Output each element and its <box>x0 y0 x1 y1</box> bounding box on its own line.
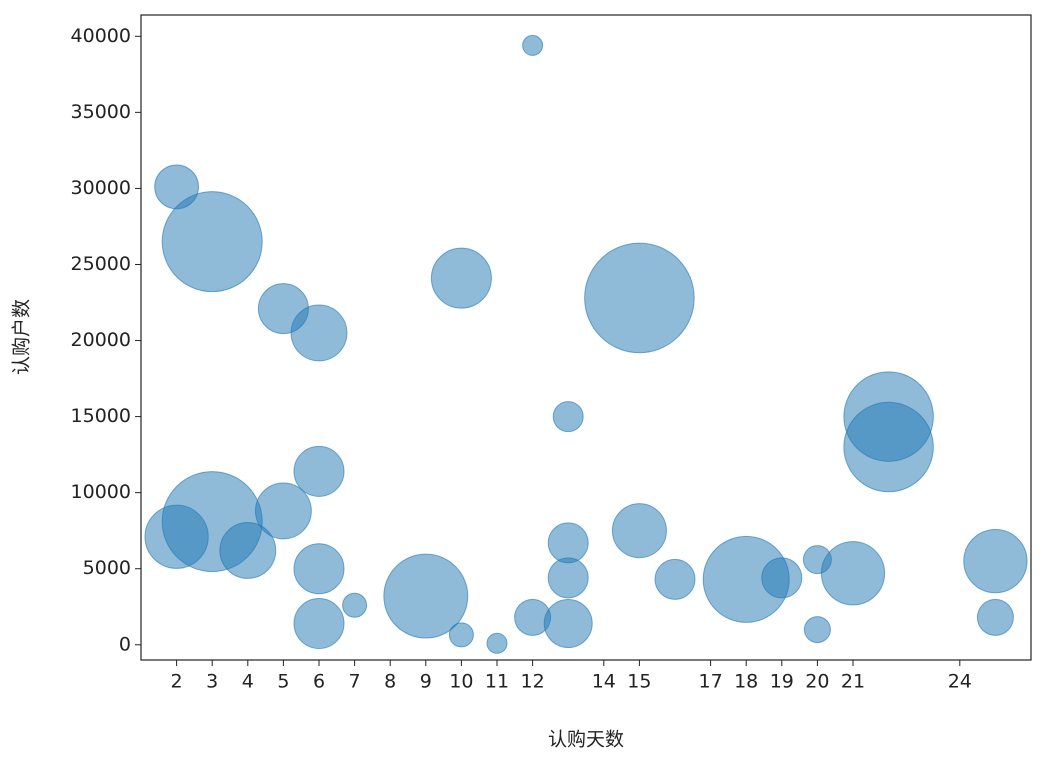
bubble <box>611 503 667 559</box>
x-tick-label: 18 <box>734 671 758 693</box>
bubble <box>654 558 696 600</box>
x-tick-label: 3 <box>206 671 218 693</box>
x-tick-label: 19 <box>770 671 794 693</box>
bubble <box>293 543 345 595</box>
bubble <box>552 401 584 433</box>
x-tick-label: 6 <box>313 671 325 693</box>
bubble <box>383 553 469 639</box>
y-tick-label: 10000 <box>71 481 131 503</box>
bubble <box>254 482 312 540</box>
x-tick-label: 17 <box>699 671 723 693</box>
bubble <box>161 191 263 293</box>
plot-frame <box>140 14 1032 661</box>
y-tick-label: 25000 <box>71 253 131 275</box>
bubble <box>547 522 589 564</box>
y-tick-label: 5000 <box>83 557 131 579</box>
y-tick-label: 40000 <box>71 25 131 47</box>
bubble <box>976 598 1014 636</box>
y-axis-label: 认购户数 <box>11 299 33 375</box>
y-tick-label: 0 <box>119 633 131 655</box>
y-tick-label: 15000 <box>71 405 131 427</box>
bubble <box>820 541 886 606</box>
x-tick-label: 12 <box>521 671 545 693</box>
x-tick-label: 20 <box>805 671 829 693</box>
x-tick-label: 5 <box>277 671 289 693</box>
x-tick-label: 15 <box>627 671 651 693</box>
x-tick-label: 11 <box>485 671 509 693</box>
bubble <box>543 598 593 648</box>
x-tick-label: 21 <box>841 671 865 693</box>
x-tick-label: 24 <box>948 671 972 693</box>
bubble <box>547 557 589 599</box>
x-tick-label: 10 <box>449 671 473 693</box>
x-axis-label: 认购天数 <box>548 729 624 751</box>
x-tick-label: 4 <box>242 671 254 693</box>
bubble <box>803 616 831 644</box>
bubble <box>293 597 345 649</box>
x-tick-label: 7 <box>349 671 361 693</box>
bubble <box>843 401 934 493</box>
bubble <box>430 247 492 309</box>
bubble <box>290 304 348 362</box>
y-tick-label: 35000 <box>71 101 131 123</box>
y-tick-label: 30000 <box>71 177 131 199</box>
bubble <box>522 34 544 56</box>
y-tick-label: 20000 <box>71 329 131 351</box>
bubble <box>486 632 508 654</box>
x-tick-label: 8 <box>384 671 396 693</box>
x-tick-label: 9 <box>420 671 432 693</box>
bubble <box>342 592 368 618</box>
bubble <box>584 242 695 354</box>
bubble <box>219 522 277 579</box>
bubble <box>293 445 345 497</box>
bubble <box>448 622 474 648</box>
x-tick-label: 14 <box>592 671 616 693</box>
bubble <box>963 528 1028 594</box>
x-tick-label: 2 <box>171 671 183 693</box>
bubble <box>761 557 803 599</box>
